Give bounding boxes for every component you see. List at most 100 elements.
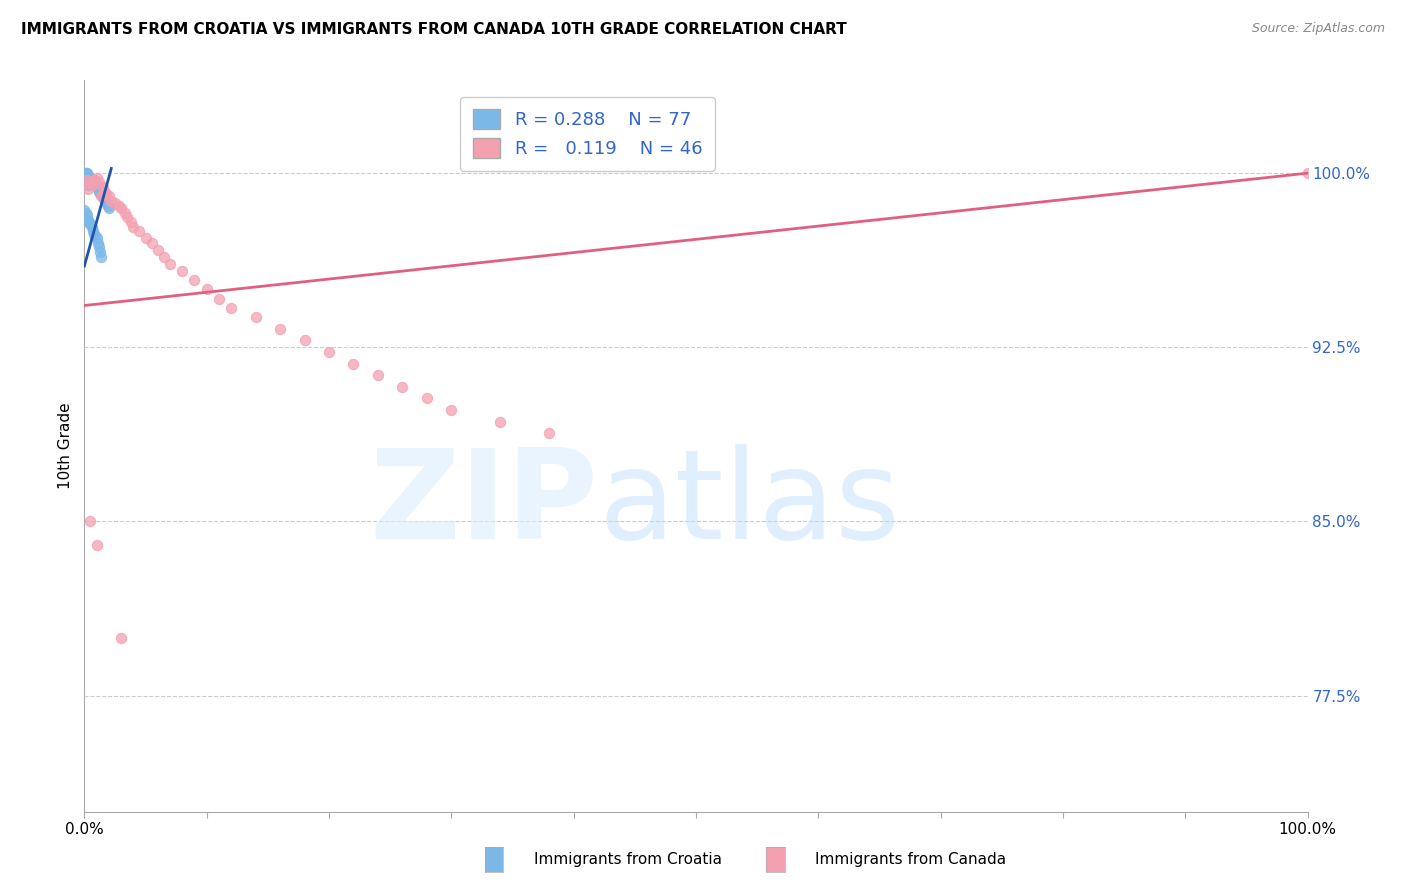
- Point: [91, 180, 114, 194]
- Point: [79, 170, 101, 185]
- Point: [77, 176, 100, 190]
- Point: [77, 170, 100, 185]
- Point: [83, 173, 105, 187]
- Point: [77, 173, 100, 187]
- Point: [1296, 166, 1319, 180]
- Point: [77, 182, 100, 196]
- Point: [195, 282, 218, 296]
- Point: [110, 201, 132, 215]
- Point: [75, 176, 97, 190]
- Point: [159, 257, 181, 271]
- Point: [96, 196, 118, 211]
- Point: [87, 182, 110, 196]
- Point: [79, 173, 101, 187]
- Point: [76, 173, 98, 187]
- Point: [73, 170, 96, 185]
- Point: [77, 178, 100, 192]
- Point: [97, 189, 120, 203]
- Point: [86, 538, 108, 552]
- Point: [100, 194, 122, 208]
- Point: [73, 166, 96, 180]
- Point: [76, 169, 98, 183]
- Point: [87, 235, 110, 250]
- Point: [82, 178, 104, 192]
- Point: [128, 224, 150, 238]
- Point: [77, 170, 100, 185]
- Point: [489, 415, 512, 429]
- Y-axis label: 10th Grade: 10th Grade: [58, 402, 73, 490]
- Point: [76, 178, 98, 192]
- Point: [115, 211, 138, 225]
- Point: [114, 205, 136, 219]
- Point: [87, 180, 110, 194]
- Point: [76, 169, 98, 183]
- Point: [76, 166, 98, 180]
- Point: [77, 170, 100, 185]
- Text: IMMIGRANTS FROM CROATIA VS IMMIGRANTS FROM CANADA 10TH GRADE CORRELATION CHART: IMMIGRANTS FROM CROATIA VS IMMIGRANTS FR…: [21, 22, 846, 37]
- Point: [87, 182, 110, 196]
- Point: [77, 173, 100, 187]
- Point: [141, 235, 163, 250]
- Point: [79, 176, 101, 190]
- Point: [146, 243, 169, 257]
- Point: [82, 173, 104, 187]
- Point: [76, 208, 98, 222]
- Point: [79, 217, 101, 231]
- Point: [75, 166, 97, 180]
- Point: [75, 205, 97, 219]
- Point: [172, 263, 194, 277]
- Point: [94, 185, 117, 199]
- Point: [75, 170, 97, 185]
- Point: [135, 231, 157, 245]
- Point: [73, 166, 96, 180]
- Point: [89, 245, 111, 260]
- Point: [82, 178, 104, 192]
- Point: [73, 169, 96, 183]
- Point: [342, 357, 364, 371]
- Point: [89, 185, 111, 199]
- Point: [93, 192, 115, 206]
- Point: [183, 273, 205, 287]
- Point: [269, 322, 291, 336]
- Point: [84, 178, 107, 192]
- Point: [538, 426, 561, 441]
- Point: [219, 301, 242, 315]
- Point: [73, 166, 96, 180]
- Point: [86, 170, 108, 185]
- Point: [90, 250, 112, 264]
- Point: [83, 227, 105, 241]
- Point: [73, 203, 96, 218]
- Point: [79, 515, 101, 529]
- Point: [75, 169, 97, 183]
- Point: [86, 180, 108, 194]
- Point: [76, 170, 98, 185]
- Point: [208, 292, 231, 306]
- Point: [77, 178, 100, 192]
- Point: [120, 215, 142, 229]
- Point: [87, 240, 110, 254]
- Point: [83, 176, 105, 190]
- Point: [83, 178, 105, 192]
- Point: [87, 176, 110, 190]
- Point: [80, 173, 103, 187]
- Text: Immigrants from Canada: Immigrants from Canada: [815, 852, 1007, 867]
- Point: [80, 178, 103, 192]
- Point: [440, 403, 463, 417]
- Point: [90, 187, 112, 202]
- Point: [77, 173, 100, 187]
- Text: ZIP: ZIP: [370, 444, 598, 565]
- Legend: R = 0.288    N = 77, R =   0.119    N = 46: R = 0.288 N = 77, R = 0.119 N = 46: [460, 96, 714, 170]
- Point: [391, 380, 413, 394]
- Point: [75, 173, 97, 187]
- Point: [80, 176, 103, 190]
- Point: [75, 170, 97, 185]
- Point: [107, 199, 129, 213]
- Point: [84, 228, 107, 243]
- Point: [86, 231, 108, 245]
- Point: [75, 169, 97, 183]
- Point: [76, 173, 98, 187]
- Point: [76, 170, 98, 185]
- Point: [367, 368, 389, 383]
- Point: [122, 219, 145, 234]
- Text: Immigrants from Croatia: Immigrants from Croatia: [534, 852, 723, 867]
